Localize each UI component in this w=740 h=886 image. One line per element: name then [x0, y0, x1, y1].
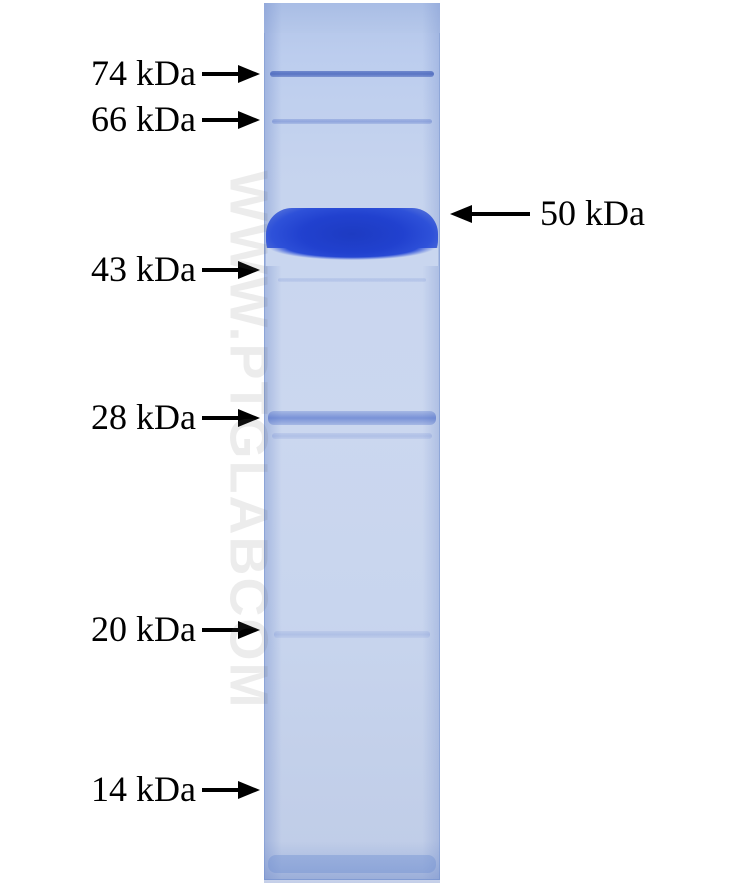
- band-28-lo: [272, 433, 432, 439]
- gel-figure: 74 kDa66 kDa 43 kDa 28 kDa 20 kDa 14 kDa 50 …: [0, 0, 740, 886]
- band-74: [270, 71, 434, 77]
- band-20-faint: [274, 631, 430, 638]
- marker-label-left: 14 kDa: [50, 768, 196, 810]
- marker-label-left: 43 kDa: [50, 248, 196, 290]
- marker-label-right: 50 kDa: [540, 192, 645, 234]
- band-43-faint: [278, 278, 426, 282]
- band-28: [268, 411, 436, 425]
- band-50-main-smile: [266, 248, 438, 266]
- marker-label-left: 74 kDa: [50, 52, 196, 94]
- gel-lane: [264, 3, 440, 880]
- marker-label-left: 66 kDa: [50, 98, 196, 140]
- marker-label-left: 28 kDa: [50, 396, 196, 438]
- band-66: [272, 119, 432, 124]
- marker-label-left: 20 kDa: [50, 608, 196, 650]
